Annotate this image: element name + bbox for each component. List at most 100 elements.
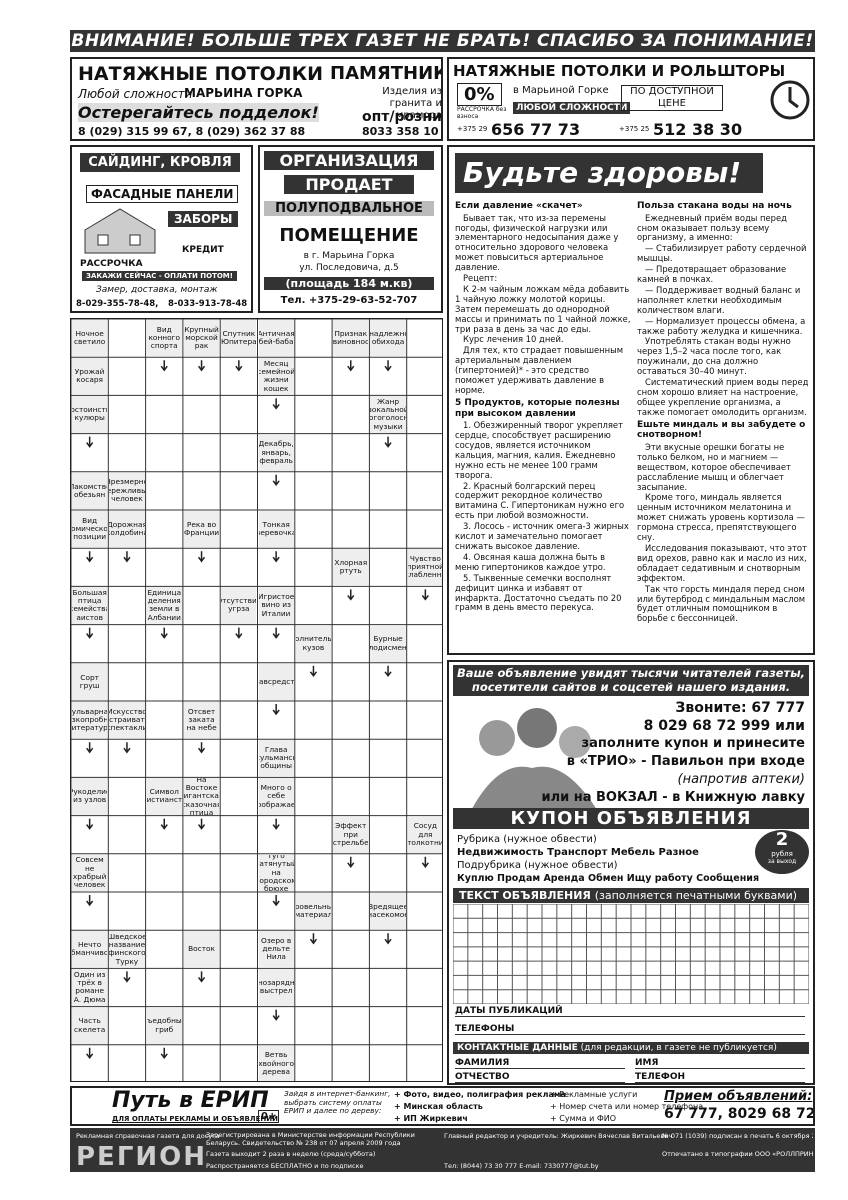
article-paragraph: 1. Обезжиренный творог укрепляет сердце,… [455, 420, 623, 480]
clue-cell: Принадлежности обихода [370, 320, 406, 357]
footer-issue: № 071 (1039) подписан в печать 6 октября… [662, 1132, 813, 1140]
coupon-headline: Ваше объявление увидят тысячи читателей … [453, 665, 809, 697]
article-column: Если давление «скачет» Бывает так, что из… [455, 199, 631, 614]
clue-cell: Сосуд для толкотни [407, 816, 442, 853]
ad-title: НАТЯЖНЫЕ ПОТОЛКИ [78, 63, 324, 85]
clue-cell: Плавсредство [258, 663, 294, 700]
name-field: ИМЯ [635, 1058, 805, 1069]
ad-price: ПО ДОСТУПНОЙ ЦЕНЕ [621, 85, 723, 111]
ad-phone: Тел. +375-29-63-52-707 [280, 295, 418, 306]
crossword-grid [71, 319, 442, 1081]
clue-cell: Бурные аплодисменты [370, 625, 406, 662]
coupon-place: в «ТРИО» - Павильон при входе [566, 754, 805, 769]
ad-percent: 0% [457, 83, 502, 106]
erip-tree: + ИП Жиркевич [394, 1114, 468, 1123]
arrow [123, 551, 131, 563]
clue-cell: Ночное светило [72, 320, 108, 357]
arrow [384, 360, 392, 372]
clue-cell: Туго затянутый на городском брюхе [258, 854, 294, 891]
arrow [272, 551, 280, 563]
arrow [86, 1047, 94, 1060]
clue-cell: Спутник Юпитера [221, 320, 257, 357]
footer-print: Отпечатано в типографии ООО «РОЛЛПРИНТ» [662, 1150, 815, 1158]
ad-note: РАССРОЧКА без взноса [457, 106, 507, 121]
house-image [84, 208, 156, 254]
arrow [197, 360, 206, 372]
people-image [467, 708, 602, 818]
clue-cell: Достоинство кулюры [72, 396, 108, 433]
clue-cell: Совсем не храбрый человек [72, 854, 108, 891]
ad-address: в г. Марьина Горка [303, 251, 395, 261]
article-paragraph: Употреблять стакан воды нужно через 1,5–… [637, 336, 791, 377]
clue-cell: Жанр вокальной многоголосной музыки [370, 396, 406, 433]
clue-cell: Нечто обманчивое [72, 931, 108, 968]
clue-cell: Глава мусульманской общины [258, 740, 294, 777]
ad-line: ПОЛУПОДВАЛЬНОЕ [264, 201, 434, 216]
arrow [235, 627, 243, 639]
arrow [197, 818, 206, 830]
clue-cell: Бульварная низкопробная литература [72, 702, 108, 739]
clue-cell: Эффект при стрельбе [333, 816, 369, 853]
article-paragraph: Курс лечения 10 дней. [463, 334, 564, 345]
ad-phones: 8 (029) 315 99 67, 8 (029) 362 37 88 [78, 125, 306, 138]
ad-line: ЗАБОРЫ [168, 211, 239, 227]
clue-cell: Крупный морской рак [183, 320, 220, 357]
arrow [160, 818, 168, 830]
article-paragraph: Рецепт: [463, 273, 498, 284]
article-paragraph: Для тех, кто страдает повышенным артериа… [455, 345, 624, 396]
arrow [272, 627, 280, 639]
clue-cell: Лакомство обезьян [72, 472, 108, 509]
article-paragraph: 3. Лосось - источник омега-3 жирных кисл… [455, 521, 629, 552]
ad-name: МАРЬИНА ГОРКА [184, 86, 303, 100]
ad-phone: 8033 358 10 01 [362, 125, 441, 138]
price-unit: рубля [771, 850, 793, 858]
coupon-station: или на ВОКЗАЛ - в Книжную лавку [541, 790, 805, 805]
logo-icon [770, 80, 810, 120]
clue-cell: Античная бей-баба [258, 320, 294, 357]
contacts-title: КОНТАКТНЫЕ ДАННЫЕ [457, 1043, 578, 1053]
arrow [309, 665, 318, 678]
arrow [197, 551, 206, 563]
phones-field: ТЕЛЕФОНЫ [455, 1024, 805, 1035]
ad-installment: РАССРОЧКА [80, 259, 143, 269]
ad-line: ПРОДАЕТ [284, 175, 414, 194]
article-paragraph: — Стабилизирует работу сердечной мышцы. [637, 243, 807, 264]
arrow [86, 895, 94, 907]
arrow [347, 360, 355, 372]
arrow [86, 551, 94, 563]
clue-cell: Часть скелета [72, 1007, 108, 1044]
footer-email: Тел: (8044) 73 30 777 E-mail: 7330777@tu… [444, 1162, 599, 1170]
arrow [235, 360, 243, 372]
arrow [272, 704, 280, 716]
ad-ceilings: НАТЯЖНЫЕ ПОТОЛКИ Любой сложности МАРЬИНА… [70, 57, 443, 141]
arrow [347, 856, 355, 869]
article-paragraph: Ежедневный приём воды перед сном оказыва… [637, 212, 787, 243]
arrow [86, 436, 94, 448]
ad-phone: 8-033-913-78-48 [168, 299, 248, 309]
clue-cell: Игристое вино из Италии [258, 587, 294, 624]
arrow [309, 933, 318, 945]
article-paragraph: Систематический прием воды перед сном хо… [637, 377, 809, 417]
clue-cell: Рукоделие из узлов [72, 778, 108, 815]
price-note: за выход [767, 858, 797, 865]
age-rating: 0+ [258, 1110, 280, 1123]
arrow [421, 589, 429, 601]
clue-cell: Восток [183, 931, 220, 968]
ad-siding: САЙДИНГ, КРОВЛЯ ФАСАДНЫЕ ПАНЕЛИ ЗАБОРЫ К… [70, 145, 253, 313]
arrow [160, 1047, 168, 1060]
ad-address: ул. Последовича, д.5 [299, 263, 399, 273]
clue-cell: Отсутствие угрза [221, 587, 257, 624]
health-article: Будьте здоровы! Если давление «скачет» Бы… [447, 145, 815, 655]
crossword: Ночное светило Вид конного спорта Крупный … [70, 318, 443, 1082]
clue-cell: Признак невиновности [333, 320, 369, 357]
ad-services: Замер, доставка, монтаж [96, 285, 218, 295]
article-column: Польза стакана воды на ночь Ежедневный пр… [637, 199, 809, 625]
arrow [272, 818, 280, 830]
article-paragraph: 4. Овсяная каша должна быть в меню гипер… [455, 551, 606, 572]
phone: 512 38 30 [653, 120, 743, 139]
clue-cell: Один из трёх в романе А. Дюма [72, 969, 108, 1006]
erip-tree: + Номер счета или номер телефона [550, 1102, 704, 1111]
clue-cell: Вид конного спорта [146, 320, 182, 357]
arrow [123, 971, 131, 983]
clue-cell: Урожай косаря [72, 358, 108, 395]
